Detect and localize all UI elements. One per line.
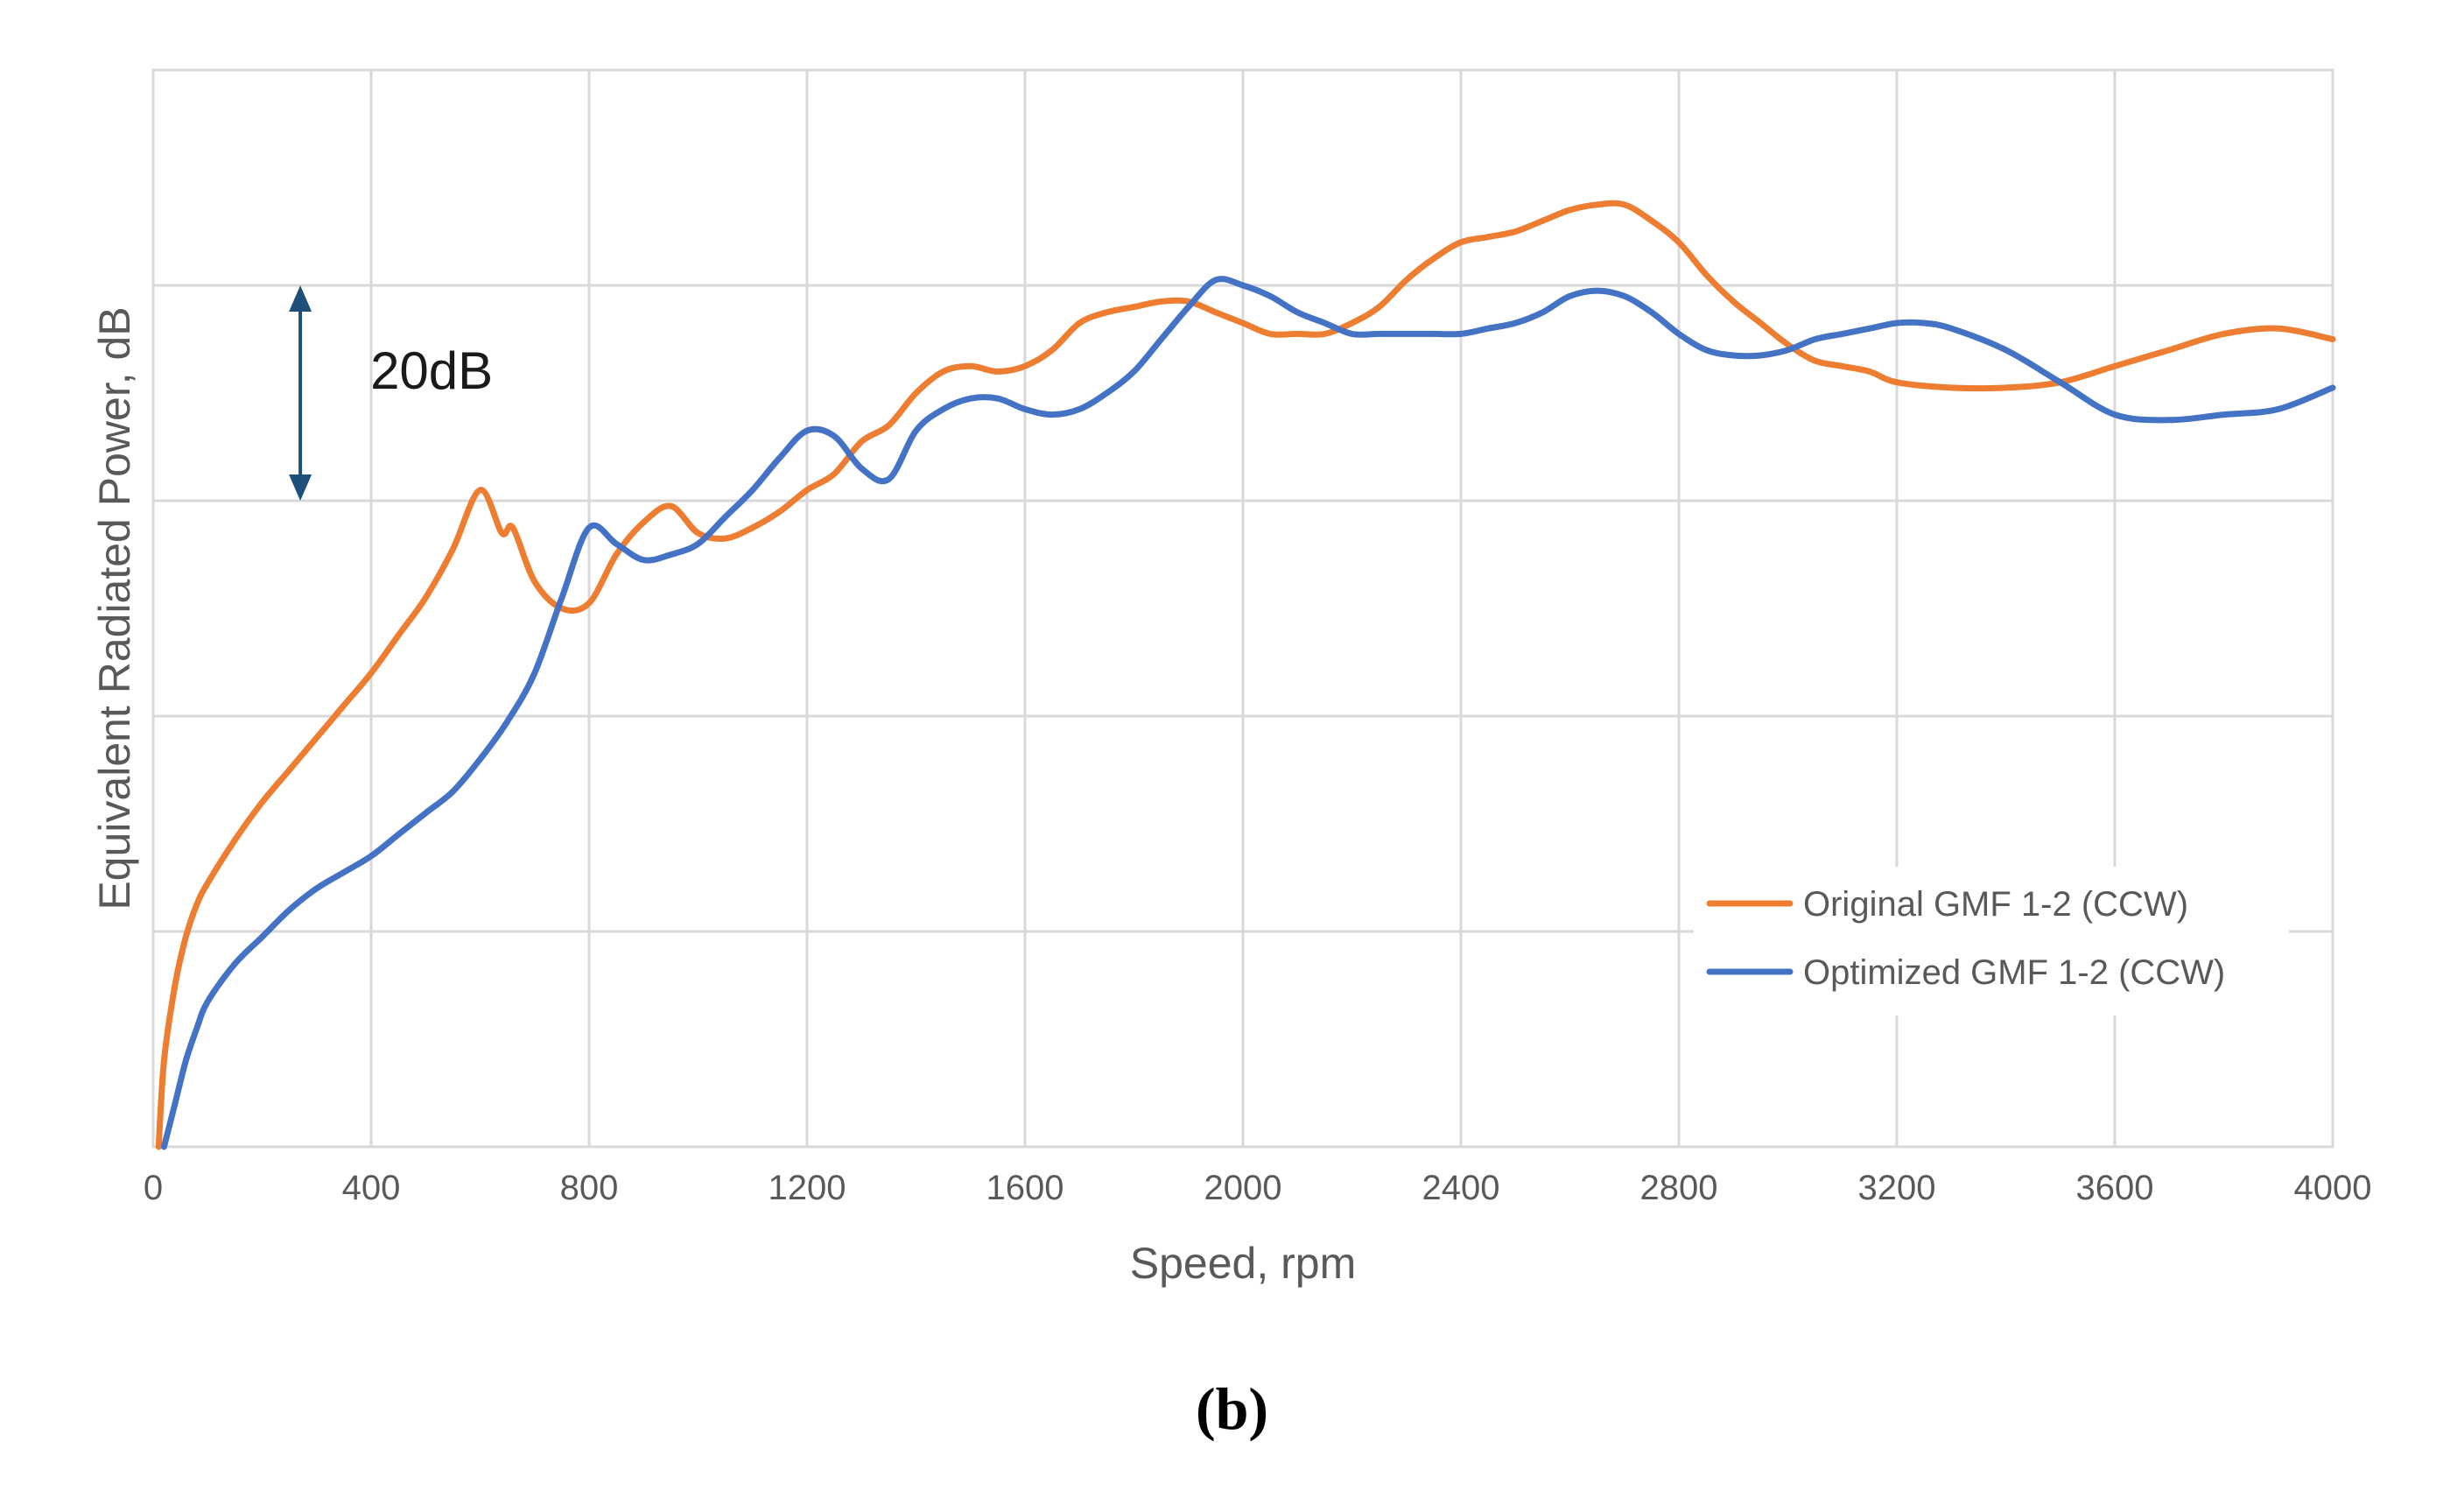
vertical-gridlines <box>151 70 2334 1147</box>
x-tick-label: 800 <box>560 1169 619 1207</box>
x-tick-label: 2000 <box>1204 1169 1282 1207</box>
y-axis-title: Equivalent Radiated Power, dB <box>90 306 139 910</box>
x-axis-title: Speed, rpm <box>1130 1239 1356 1288</box>
arrow-up-icon <box>289 285 312 312</box>
series-line-original <box>155 200 2336 1150</box>
annotation-20db: 20dB <box>289 285 493 501</box>
x-tick-labels: 0 400 800 1200 1600 2000 2400 2800 3200 3600 4000 <box>144 1169 2372 1207</box>
x-tick-label: 0 <box>144 1169 163 1207</box>
x-tick-label: 2400 <box>1422 1169 1500 1207</box>
annotation-label: 20dB <box>370 341 493 400</box>
arrow-down-icon <box>289 474 312 501</box>
series-lines <box>155 200 2336 1150</box>
horizontal-gridlines <box>153 68 2333 1149</box>
x-tick-label: 3600 <box>2076 1169 2154 1207</box>
legend-label-original: Original GMF 1-2 (CCW) <box>1803 885 2188 924</box>
x-tick-label: 4000 <box>2294 1169 2372 1207</box>
x-tick-label: 1600 <box>986 1169 1064 1207</box>
legend-label-optimized: Optimized GMF 1-2 (CCW) <box>1803 953 2225 992</box>
x-tick-label: 1200 <box>769 1169 846 1207</box>
figure-caption: (b) <box>1195 1375 1269 1442</box>
x-tick-label: 3200 <box>1858 1169 1936 1207</box>
x-tick-label: 2800 <box>1640 1169 1718 1207</box>
legend-box <box>1694 867 2289 1016</box>
legend: Original GMF 1-2 (CCW) Optimized GMF 1-2… <box>1694 867 2289 1016</box>
x-tick-label: 400 <box>342 1169 401 1207</box>
series-line-optimized <box>160 276 2336 1150</box>
